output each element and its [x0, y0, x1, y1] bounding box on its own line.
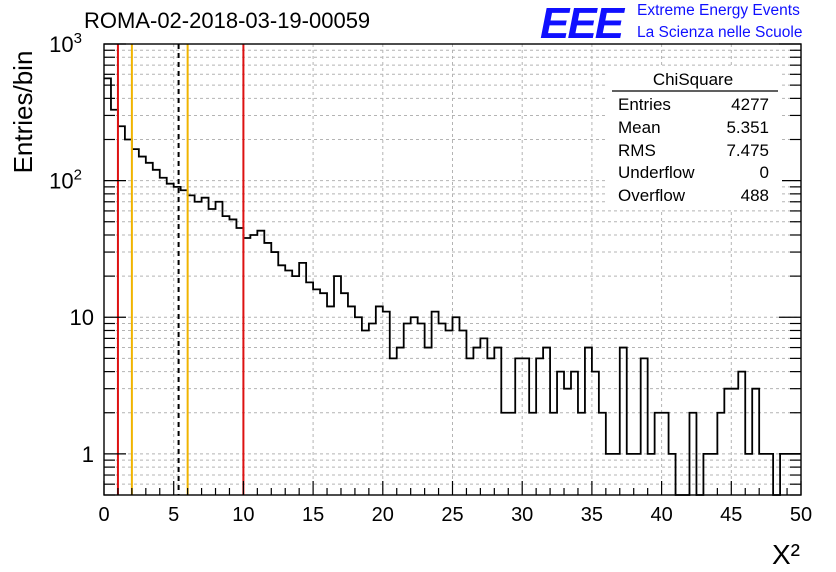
- histogram-outline: [104, 77, 801, 496]
- stats-value-overflow: 488: [741, 186, 769, 205]
- x-axis-label: X²: [772, 539, 800, 570]
- x-tick-label: 5: [168, 504, 179, 526]
- histogram-bins: [104, 77, 801, 496]
- marker-lines: [116, 44, 245, 495]
- x-tick-label: 0: [98, 504, 109, 526]
- stats-label-mean: Mean: [618, 118, 661, 137]
- x-tick-label: 40: [650, 504, 672, 526]
- stats-box-frame: [608, 66, 782, 210]
- y-tick-label: 10: [70, 305, 94, 330]
- grid-lines: [104, 44, 801, 495]
- stats-label-rms: RMS: [618, 141, 656, 160]
- stats-label-entries: Entries: [618, 95, 671, 114]
- logo-line-2: La Scienza nelle Scuole: [637, 24, 803, 41]
- logo-line-1: Extreme Energy Events: [637, 2, 800, 19]
- x-tick-label: 15: [302, 504, 324, 526]
- stats-value-mean: 5.351: [726, 118, 769, 137]
- x-tick-label: 25: [441, 504, 463, 526]
- x-tick-label: 35: [581, 504, 603, 526]
- x-tick-label: 10: [232, 504, 254, 526]
- y-tick-label: 1: [82, 442, 94, 467]
- eee-logo: EEE: [540, 0, 624, 48]
- stats-label-overflow: Overflow: [618, 186, 686, 205]
- y-tick-label: 102: [49, 167, 82, 194]
- axis-ticks: [103, 43, 802, 496]
- stats-value-entries: 4277: [731, 95, 769, 114]
- x-tick-label: 30: [511, 504, 533, 526]
- run-title: ROMA-02-2018-03-19-00059: [84, 8, 371, 33]
- stats-value-rms: 7.475: [726, 141, 769, 160]
- stats-box: ChiSquare Entries 4277 Mean 5.351 RMS 7.…: [608, 66, 782, 210]
- y-axis-label: Entries/bin: [8, 51, 38, 174]
- x-tick-labels: 0 5 10 15 20 25 30 35 40 45 50: [98, 504, 812, 526]
- stats-box-title: ChiSquare: [653, 70, 733, 89]
- stats-label-underflow: Underflow: [618, 163, 695, 182]
- x-tick-label: 45: [720, 504, 742, 526]
- x-tick-label: 20: [372, 504, 394, 526]
- y-tick-label: 103: [49, 30, 82, 57]
- y-tick-labels: 1 10 102 103: [49, 30, 94, 467]
- stats-value-underflow: 0: [760, 163, 769, 182]
- x-tick-label: 50: [790, 504, 812, 526]
